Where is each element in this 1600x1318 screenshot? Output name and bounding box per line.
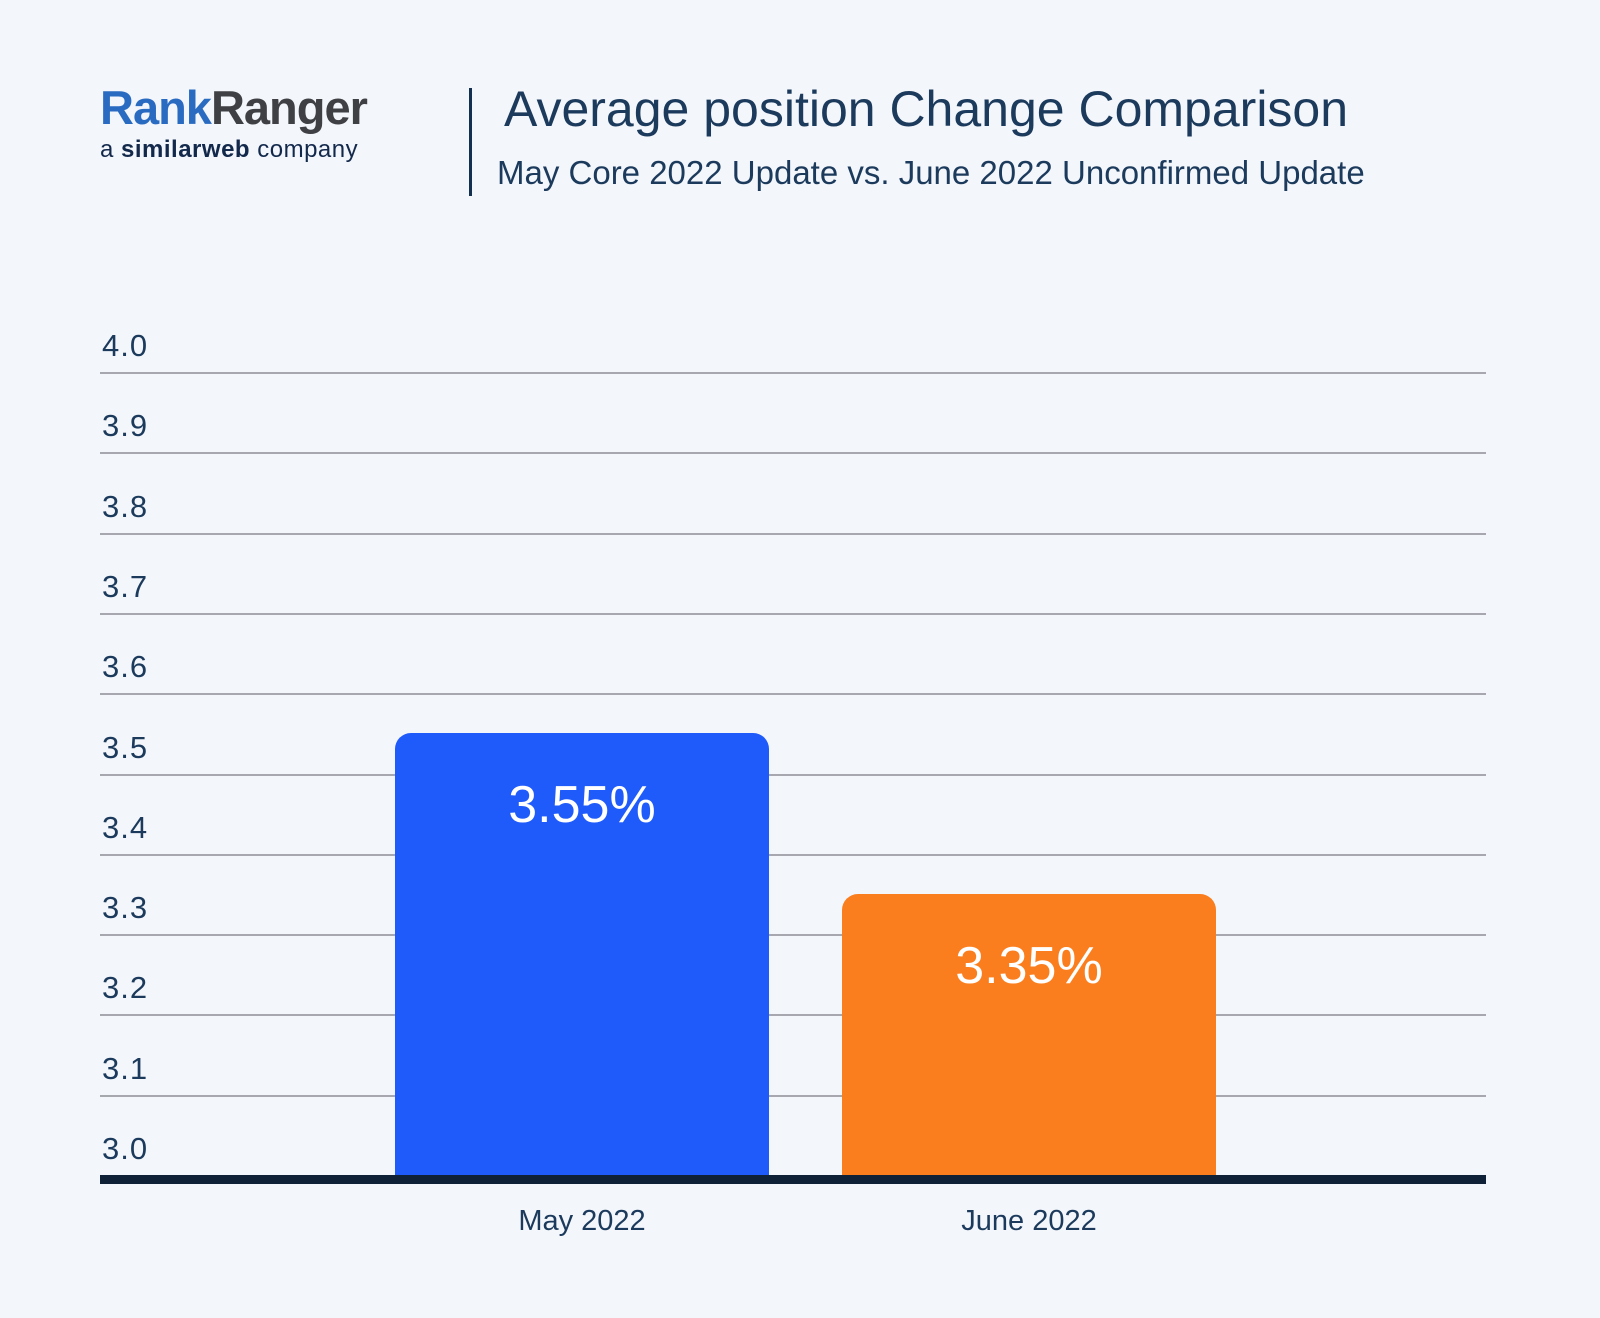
logo-text-rank: Rank bbox=[100, 81, 212, 134]
y-tick-label-3.3: 3.3 bbox=[102, 890, 149, 926]
logo-tagline-similarweb: similarweb bbox=[121, 136, 251, 163]
header-divider bbox=[469, 88, 472, 196]
y-tick-label-3.1: 3.1 bbox=[102, 1050, 149, 1086]
y-tick-label-3.2: 3.2 bbox=[102, 970, 149, 1006]
logo-tagline-prefix: a bbox=[100, 136, 122, 163]
bar-may-2022: 3.55% bbox=[395, 733, 769, 1175]
y-tick-label-3.0: 3.0 bbox=[102, 1131, 149, 1166]
gridline-3.5 bbox=[100, 773, 1486, 776]
y-tick-label-3.6: 3.6 bbox=[102, 649, 149, 685]
gridline-3.9 bbox=[100, 452, 1486, 455]
y-tick-label-3.9: 3.9 bbox=[102, 408, 149, 444]
page-subtitle: May Core 2022 Update vs. June 2022 Uncon… bbox=[497, 154, 1365, 191]
gridline-3.4 bbox=[100, 853, 1486, 856]
gridline-3.7 bbox=[100, 612, 1486, 615]
y-tick-label-3.7: 3.7 bbox=[102, 568, 149, 604]
bar-value-label-may-2022: 3.55% bbox=[508, 776, 656, 835]
bar-june-2022: 3.35% bbox=[842, 893, 1216, 1175]
gridline-3.1 bbox=[100, 1094, 1486, 1097]
x-axis-label-june-2022: June 2022 bbox=[961, 1205, 1097, 1237]
logo-text-ranger: Ranger bbox=[210, 81, 368, 134]
header: RankRanger a similarweb company Average … bbox=[0, 0, 1600, 240]
gridline-3.8 bbox=[100, 532, 1486, 535]
y-tick-label-3.4: 3.4 bbox=[102, 809, 149, 845]
rankranger-logo: RankRanger a similarweb company bbox=[100, 81, 368, 162]
logo-tagline-suffix: company bbox=[250, 136, 359, 163]
y-tick-label-3.8: 3.8 bbox=[102, 488, 149, 524]
logo-wordmark: RankRanger bbox=[100, 81, 368, 134]
y-tick-label-4.0: 4.0 bbox=[102, 328, 149, 363]
plot-area: 4.0 3.9 3.8 3.7 3.6 3.5 3.4 3.3 3.2 3.1 3.0 3.55% Ma… bbox=[100, 0, 1486, 1318]
x-axis-label-may-2022: May 2022 bbox=[518, 1205, 646, 1237]
gridline-3.2 bbox=[100, 1014, 1486, 1017]
gridline-3.3 bbox=[100, 934, 1486, 937]
logo-tagline: a similarweb company bbox=[100, 138, 367, 162]
gridline-3.6 bbox=[100, 693, 1486, 696]
y-tick-label-3.5: 3.5 bbox=[102, 729, 149, 765]
gridline-4.0 bbox=[100, 372, 1486, 374]
x-axis-line bbox=[100, 1175, 1486, 1184]
page-title: Average position Change Comparison bbox=[504, 81, 1349, 137]
bar-value-label-june-2022: 3.35% bbox=[955, 936, 1103, 995]
